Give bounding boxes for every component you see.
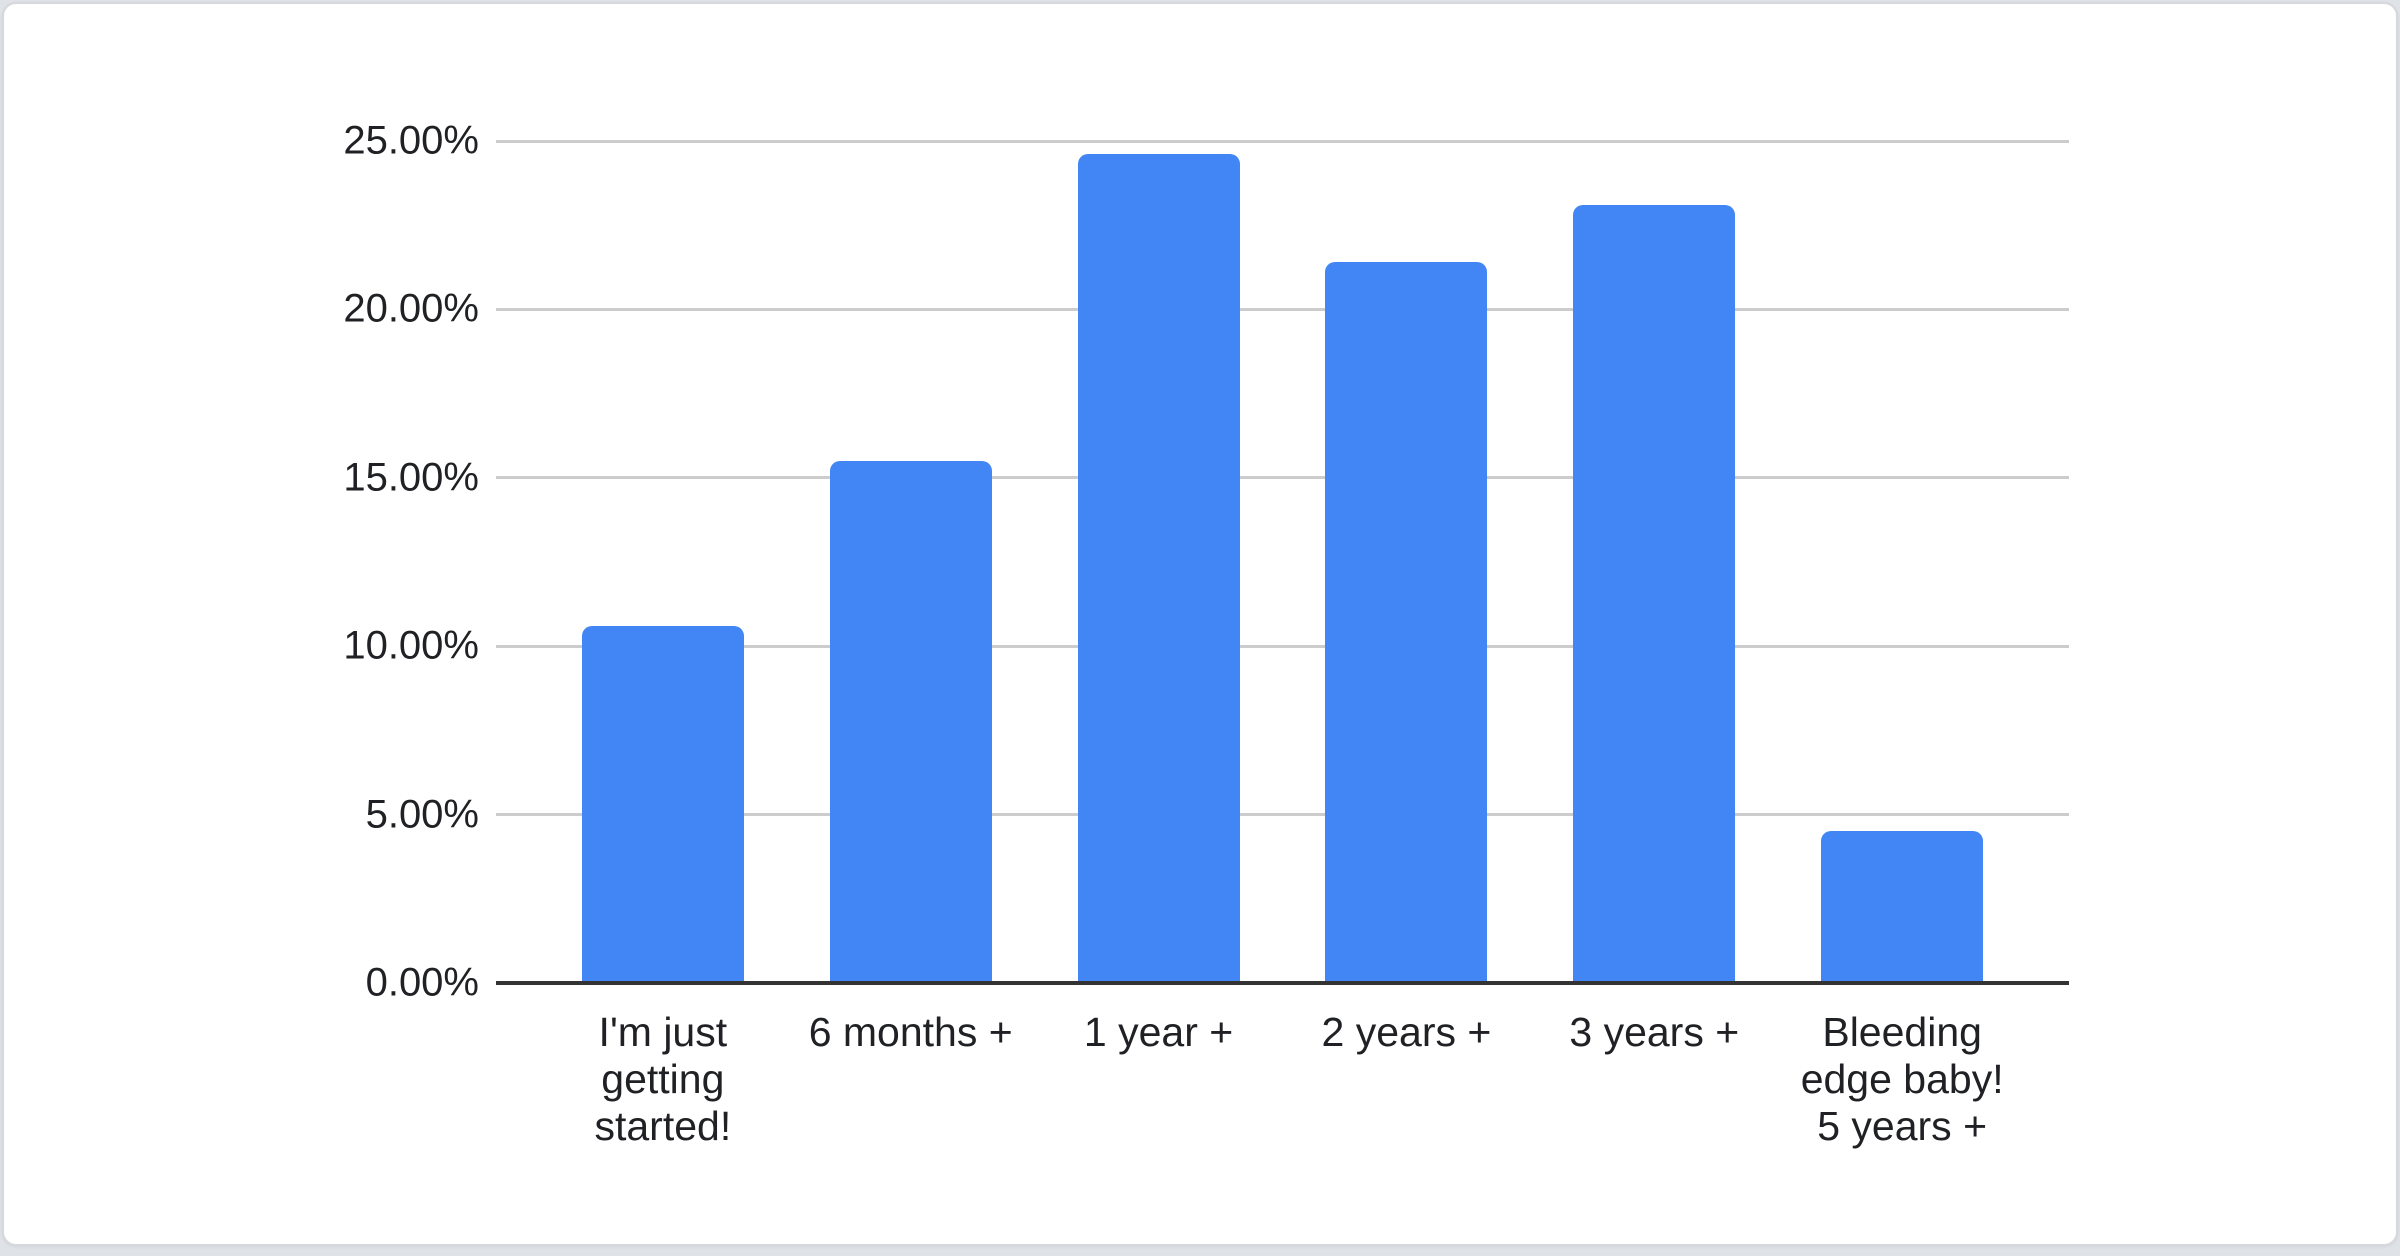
- y-axis-tick-label: 5.00%: [365, 792, 479, 837]
- x-axis-category-label: Bleeding edge baby! 5 years +: [1800, 1009, 2004, 1149]
- x-axis-category-label: 1 year +: [1083, 1009, 1234, 1055]
- gridline: [496, 307, 2069, 311]
- gridline: [496, 476, 2069, 480]
- bar[interactable]: [1077, 154, 1240, 983]
- gridline: [496, 644, 2069, 648]
- x-axis-category-label: 3 years +: [1569, 1009, 1740, 1055]
- y-axis-tick-label: 25.00%: [343, 118, 479, 163]
- bar[interactable]: [1325, 262, 1488, 983]
- x-axis-category-label: 6 months +: [808, 1009, 1013, 1055]
- y-axis-tick-label: 0.00%: [365, 960, 479, 1005]
- bar-series: [496, 141, 2069, 983]
- bar[interactable]: [581, 626, 744, 983]
- plot-area: [496, 139, 2069, 985]
- bar[interactable]: [1821, 831, 1984, 983]
- gridline: [496, 813, 2069, 817]
- bar[interactable]: [829, 460, 992, 983]
- x-axis-category-label: 2 years +: [1321, 1009, 1492, 1055]
- bar[interactable]: [1573, 205, 1736, 983]
- bar-chart: 0.00% 5.00% 10.00% 15.00% 20.00% 25.00% I'm j…: [4, 4, 2396, 1244]
- y-axis: 0.00% 5.00% 10.00% 15.00% 20.00% 25.00%: [4, 119, 479, 1005]
- y-axis-tick-label: 15.00%: [343, 455, 479, 500]
- x-axis-baseline: [496, 981, 2069, 985]
- y-axis-tick-label: 20.00%: [343, 286, 479, 331]
- gridline: [496, 139, 2069, 143]
- x-axis-category-label: I'm just getting started!: [594, 1009, 732, 1149]
- x-axis: I'm just getting started! 6 months + 1 year …: [496, 1009, 2069, 1169]
- y-axis-tick-label: 10.00%: [343, 623, 479, 668]
